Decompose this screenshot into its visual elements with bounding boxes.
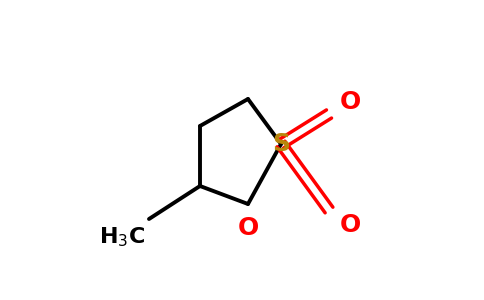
Text: O: O [339,213,361,237]
Text: H$_3$C: H$_3$C [99,225,145,249]
Text: O: O [339,90,361,114]
Text: S: S [272,132,290,156]
Text: O: O [237,216,258,240]
